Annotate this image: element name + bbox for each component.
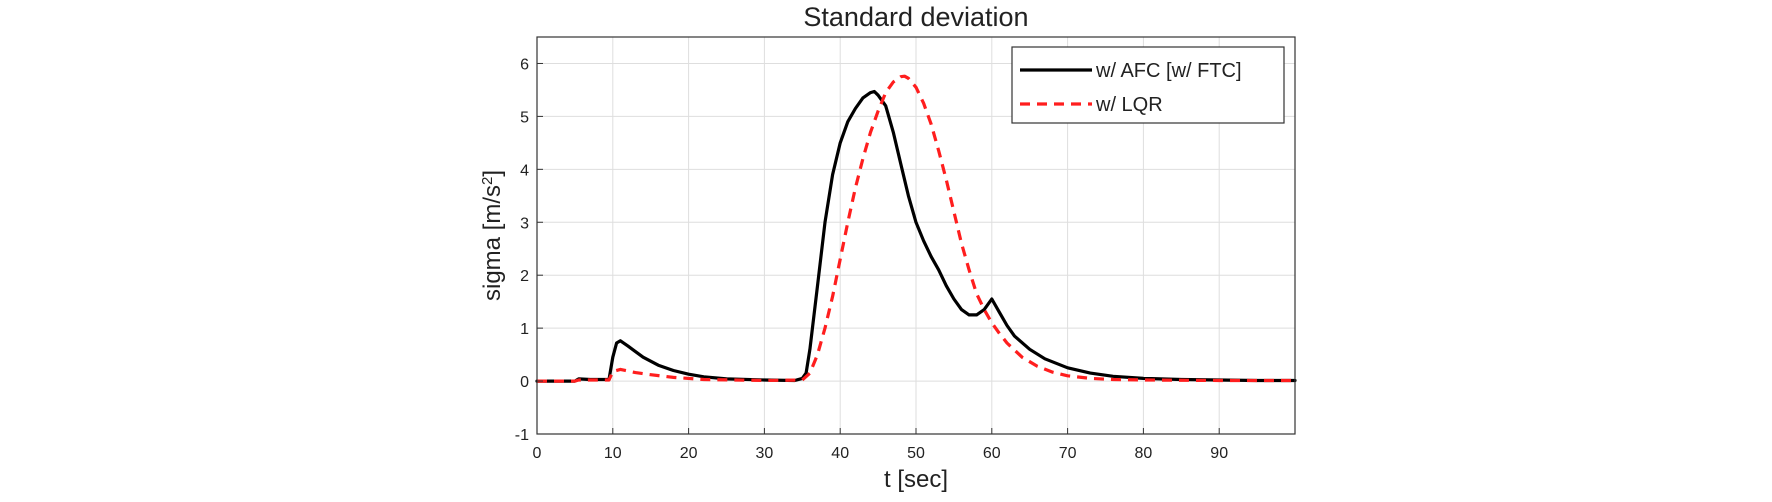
chart-title: Standard deviation	[803, 2, 1028, 32]
legend-label-2: w/ LQR	[1095, 94, 1163, 116]
y-axis-label: sigma [m/s2]	[479, 170, 507, 301]
x-tick-label: 0	[533, 445, 542, 462]
series-line-2	[537, 74, 1295, 383]
y-tick-label: 6	[520, 56, 529, 73]
x-tick-label: 50	[907, 445, 925, 462]
y-axis-label-superscript: 2	[479, 177, 496, 185]
series-line-1	[535, 89, 1297, 383]
y-axis-label-suffix: ]	[479, 170, 506, 177]
x-tick-label: 30	[756, 445, 774, 462]
series-layer	[535, 74, 1297, 383]
legend-box	[1011, 46, 1285, 124]
y-tick-label: 3	[520, 215, 529, 232]
x-tick-label: 90	[1210, 445, 1228, 462]
x-tick-label: 70	[1059, 445, 1077, 462]
x-axis-label: t [sec]	[884, 466, 948, 493]
y-tick-label: 0	[520, 374, 529, 391]
y-tick-label: 1	[520, 321, 529, 338]
y-tick-label: -1	[515, 427, 529, 444]
x-tick-label: 80	[1135, 445, 1153, 462]
y-tick-label: 2	[520, 268, 529, 285]
y-tick-label: 5	[520, 109, 529, 126]
y-tick-label: 4	[520, 162, 529, 179]
x-tick-label: 40	[831, 445, 849, 462]
legend: w/ AFC [w/ FTC] w/ LQR	[1011, 46, 1285, 124]
x-tick-label: 20	[680, 445, 698, 462]
y-axis-label-main: sigma [m/s	[479, 185, 506, 301]
x-tick-label: 60	[983, 445, 1001, 462]
x-tick-label: 10	[604, 445, 622, 462]
legend-label-1: w/ AFC [w/ FTC]	[1095, 60, 1242, 82]
